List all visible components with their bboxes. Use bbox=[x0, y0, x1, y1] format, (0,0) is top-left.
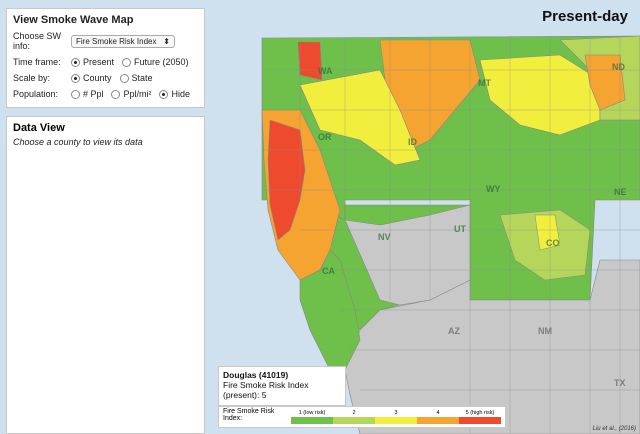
legend-swatch bbox=[417, 417, 459, 424]
state-label-ne: NE bbox=[614, 187, 627, 197]
scale-label: Scale by: bbox=[13, 73, 51, 83]
sw-info-select[interactable]: Fire Smoke Risk Index ⬍ bbox=[71, 34, 175, 48]
radio-icon[interactable] bbox=[119, 73, 129, 83]
radio-icon[interactable] bbox=[122, 57, 132, 67]
data-view-panel: Data View Choose a county to view its da… bbox=[6, 116, 205, 434]
radio-icon[interactable] bbox=[111, 89, 121, 99]
select-arrow-icon: ⬍ bbox=[163, 36, 170, 46]
timeframe-present[interactable]: Present bbox=[71, 57, 114, 67]
county-info-box: Douglas (41019) Fire Smoke Risk Index (p… bbox=[218, 366, 346, 406]
legend-swatch bbox=[333, 417, 375, 424]
legend-item-3: 3 bbox=[375, 410, 417, 424]
radio-icon[interactable] bbox=[71, 73, 80, 83]
credit-text: Liu et al., (2016) bbox=[592, 426, 636, 432]
state-label-id: ID bbox=[408, 137, 418, 147]
radio-icon[interactable] bbox=[159, 89, 169, 99]
data-view-hint: Choose a county to view its data bbox=[13, 137, 143, 147]
radio-icon[interactable] bbox=[70, 89, 80, 99]
legend-title: Fire Smoke Risk Index: bbox=[223, 408, 275, 422]
sw-info-value: Fire Smoke Risk Index bbox=[76, 36, 157, 46]
map-region-wa-hot[interactable] bbox=[297, 41, 323, 81]
state-label-mt: MT bbox=[478, 78, 491, 88]
map-region-ca[interactable] bbox=[299, 249, 361, 371]
legend-item-1: 1 (low risk) bbox=[291, 410, 333, 424]
state-label-nd: ND bbox=[612, 62, 625, 72]
state-label-tx: TX bbox=[614, 378, 626, 388]
controls-panel: View Smoke Wave Map Choose SW info: Fire… bbox=[6, 8, 205, 108]
population-density[interactable]: Ppl/mi² bbox=[111, 89, 151, 99]
controls-title: View Smoke Wave Map bbox=[13, 14, 134, 26]
legend: Fire Smoke Risk Index: 1 (low risk) 2 3 … bbox=[218, 406, 506, 428]
legend-item-2: 2 bbox=[333, 410, 375, 424]
timeframe-label: Time frame: bbox=[13, 57, 61, 67]
legend-swatch bbox=[291, 417, 333, 424]
state-label-ca: CA bbox=[322, 266, 335, 276]
state-label-nm: NM bbox=[538, 326, 552, 336]
state-label-wy: WY bbox=[486, 184, 501, 194]
choose-label: Choose SW info: bbox=[13, 31, 62, 51]
population-count[interactable]: # Ppl bbox=[70, 89, 103, 99]
legend-item-4: 4 bbox=[417, 410, 459, 424]
map-region-dakota[interactable] bbox=[584, 54, 626, 111]
map-region-co-yellow[interactable] bbox=[534, 214, 561, 251]
state-label-wa: WA bbox=[318, 66, 333, 76]
state-label-nv: NV bbox=[378, 232, 391, 242]
population-hide[interactable]: Hide bbox=[159, 89, 190, 99]
radio-icon[interactable] bbox=[71, 57, 80, 67]
state-label-or: OR bbox=[318, 132, 332, 142]
state-label-co: CO bbox=[546, 238, 560, 248]
legend-swatch bbox=[375, 417, 417, 424]
scale-county[interactable]: County bbox=[71, 73, 112, 83]
county-name: Douglas (41019) bbox=[223, 370, 289, 380]
map-title: Present-day bbox=[542, 8, 628, 25]
county-borders bbox=[262, 38, 640, 434]
state-label-ut: UT bbox=[454, 224, 466, 234]
population-label: Population: bbox=[13, 89, 59, 99]
state-label-az: AZ bbox=[448, 326, 460, 336]
county-value: (present): 5 bbox=[223, 390, 267, 400]
scale-state[interactable]: State bbox=[119, 73, 153, 83]
timeframe-future[interactable]: Future (2050) bbox=[122, 57, 189, 67]
county-metric: Fire Smoke Risk Index bbox=[223, 380, 309, 390]
data-view-title: Data View bbox=[13, 122, 65, 134]
legend-swatch bbox=[459, 417, 501, 424]
legend-item-5: 5 (high risk) bbox=[459, 410, 501, 424]
